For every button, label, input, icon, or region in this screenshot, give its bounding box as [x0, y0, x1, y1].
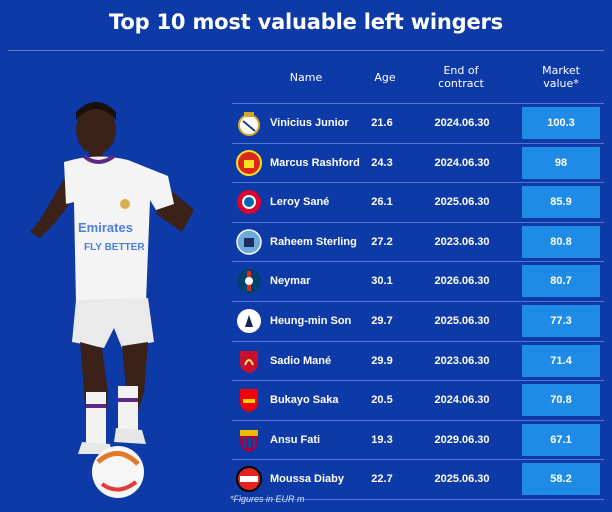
- player-name: Raheem Sterling: [270, 235, 357, 248]
- table-row: Bukayo Saka 20.5 2024.06.30 70.8: [232, 380, 604, 420]
- player-age: 29.7: [371, 314, 393, 327]
- player-age: 29.9: [371, 354, 393, 367]
- contract-end: 2024.06.30: [434, 156, 490, 169]
- player-name: Leroy Sané: [270, 196, 330, 209]
- footnote: *Figures in EUR m: [230, 494, 305, 504]
- contract-end: 2023.06.30: [434, 235, 490, 248]
- leverkusen-crest-icon: [236, 466, 262, 493]
- market-value: 71.4: [522, 344, 600, 377]
- arsenal-crest-icon: [240, 389, 258, 413]
- player-name: Moussa Diaby: [270, 473, 344, 486]
- manchester-united-crest-icon: [236, 149, 262, 176]
- player-name: Ansu Fati: [270, 433, 321, 446]
- column-header-age: Age: [374, 71, 396, 84]
- market-value: 98: [522, 146, 600, 179]
- player-name: Neymar: [270, 275, 311, 288]
- market-value: 85.9: [522, 186, 600, 219]
- tottenham-crest-icon: [237, 308, 261, 333]
- psg-crest-icon: [237, 269, 261, 294]
- player-name: Marcus Rashford: [270, 156, 360, 169]
- market-value: 67.1: [522, 423, 600, 456]
- manchester-city-crest-icon: [236, 229, 262, 255]
- contract-end: 2024.06.30: [434, 394, 490, 407]
- column-header-end-of-contract: End of contract: [438, 64, 484, 90]
- contract-end: 2025.06.30: [434, 314, 490, 327]
- svg-text:Emirates: Emirates: [78, 220, 133, 235]
- market-value: 70.8: [522, 384, 600, 417]
- player-age: 26.1: [371, 196, 393, 209]
- table-row: Heung-min Son 29.7 2025.06.30 77.3: [232, 300, 604, 341]
- market-value: 100.3: [522, 107, 600, 139]
- player-name: Heung-min Son: [270, 314, 352, 327]
- ranking-table: Vinicius Junior 21.6 2024.06.30 100.3 Ma…: [232, 103, 604, 500]
- player-name: Bukayo Saka: [270, 394, 339, 407]
- column-header-market-value: Market value*: [542, 64, 580, 90]
- contract-end: 2025.06.30: [434, 196, 490, 209]
- table-row: Marcus Rashford 24.3 2024.06.30 98: [232, 142, 604, 183]
- player-name: Vinicius Junior: [270, 117, 349, 129]
- player-age: 30.1: [371, 275, 393, 288]
- barcelona-crest-icon: [240, 429, 258, 452]
- contract-end: 2025.06.30: [434, 473, 490, 486]
- market-value: 80.8: [522, 225, 600, 258]
- svg-text:FLY BETTER: FLY BETTER: [84, 242, 145, 253]
- contract-end: 2023.06.30: [434, 354, 490, 367]
- player-age: 21.6: [371, 117, 393, 129]
- player-age: 27.2: [371, 235, 393, 248]
- page-title: Top 10 most valuable left wingers: [109, 10, 503, 34]
- market-value: 58.2: [522, 463, 600, 496]
- market-value: 77.3: [522, 304, 600, 337]
- contract-end: 2029.06.30: [434, 433, 490, 446]
- contract-end: 2026.06.30: [434, 275, 490, 288]
- market-value: 80.7: [522, 265, 600, 298]
- table-row: Ansu Fati 19.3 2029.06.30 67.1: [232, 419, 604, 460]
- column-header-name: Name: [289, 71, 323, 84]
- liverpool-crest-icon: [240, 350, 258, 373]
- player-photo: Emirates FLY BETTER: [30, 102, 194, 498]
- table-row: Moussa Diaby 22.7 2025.06.30 58.2: [232, 459, 604, 500]
- table-row: Neymar 30.1 2026.06.30 80.7: [232, 261, 604, 301]
- title-divider: [8, 50, 604, 51]
- player-age: 19.3: [371, 433, 393, 446]
- contract-end: 2024.06.30: [434, 117, 490, 129]
- player-age: 20.5: [371, 394, 393, 407]
- real-madrid-crest-icon: [238, 112, 260, 136]
- table-row: Raheem Sterling 27.2 2023.06.30 80.8: [232, 221, 604, 262]
- player-age: 22.7: [371, 473, 393, 486]
- table-row: Sadio Mané 29.9 2023.06.30 71.4: [232, 340, 604, 381]
- table-row: Vinicius Junior 21.6 2024.06.30 100.3: [232, 103, 604, 143]
- player-age: 24.3: [371, 156, 393, 169]
- table-row: Leroy Sané 26.1 2025.06.30 85.9: [232, 182, 604, 222]
- player-name: Sadio Mané: [270, 354, 332, 367]
- bayern-munich-crest-icon: [237, 190, 261, 215]
